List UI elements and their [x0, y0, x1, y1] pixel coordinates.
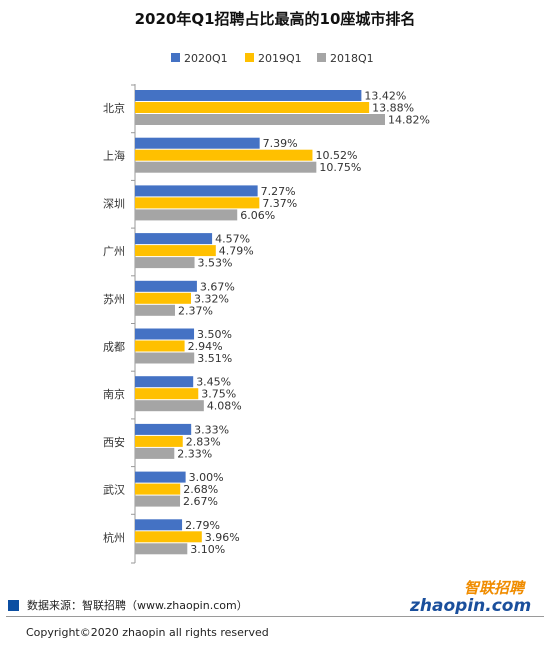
bar-2019Q1-北京	[135, 102, 370, 113]
bar-2020Q1-杭州	[135, 519, 183, 531]
legend-swatch-2018Q1	[317, 53, 326, 62]
footer-divider	[6, 616, 544, 617]
data-label-2019Q1-杭州: 3.96%	[205, 531, 240, 544]
bars: 13.42%13.88%14.82% 7.39% 10.52%10.75% 7.27%…	[135, 90, 430, 556]
data-label-2019Q1-北京: 13.88%	[372, 102, 414, 115]
bar-2019Q1-西安	[135, 435, 183, 447]
data-label-2018Q1-北京: 14.82%	[388, 114, 430, 127]
data-label-2018Q1-广州: 3.53%	[198, 257, 233, 270]
data-source-text: 数据来源：智联招聘（www.zhaopin.com）	[27, 599, 248, 612]
data-source: 数据来源：智联招聘（www.zhaopin.com）	[8, 597, 248, 613]
copyright-text: Copyright©2020 zhaopin all rights reserv…	[26, 626, 269, 639]
bar-2018Q1-北京	[135, 114, 385, 125]
bar-2018Q1-杭州	[135, 543, 188, 555]
logo-text-en: zhaopin.com	[409, 596, 531, 614]
legend: 2020Q1 2019Q1 2018Q1	[171, 52, 374, 65]
data-label-2020Q1-深圳: 7.27%	[261, 185, 296, 198]
bar-2019Q1-深圳	[135, 197, 260, 209]
bar-2020Q1-上海	[135, 137, 260, 149]
category-label-苏州: 苏州	[103, 293, 125, 306]
bar-2018Q1-苏州	[135, 304, 175, 316]
data-label-2020Q1-北京: 13.42%	[364, 90, 406, 103]
bar-2018Q1-西安	[135, 447, 175, 459]
legend-label-2018Q1: 2018Q1	[330, 52, 374, 65]
bar-2020Q1-成都	[135, 328, 195, 340]
data-label-2019Q1-苏州: 3.32%	[194, 292, 229, 305]
bar-2019Q1-苏州	[135, 292, 192, 304]
category-label-深圳: 深圳	[103, 197, 125, 210]
zhaopin-logo: 智联招聘 zhaopin.com	[408, 578, 536, 616]
data-label-2020Q1-杭州: 2.79%	[185, 519, 220, 532]
category-label-南京: 南京	[103, 387, 125, 401]
legend-label-2020Q1: 2020Q1	[184, 52, 228, 65]
data-label-2020Q1-苏州: 3.67%	[200, 280, 235, 293]
bar-2019Q1-南京	[135, 388, 199, 400]
category-label-西安: 西安	[103, 435, 125, 449]
data-label-2018Q1-苏州: 2.37%	[178, 304, 213, 317]
data-label-2020Q1-上海: 7.39%	[263, 137, 298, 150]
category-label-上海: 上海	[103, 149, 125, 163]
data-label-2019Q1-广州: 4.79%	[219, 245, 254, 258]
category-label-成都: 成都	[103, 341, 125, 354]
category-label-广州: 广州	[103, 245, 125, 258]
category-label-杭州: 杭州	[103, 530, 125, 544]
bar-2019Q1-武汉	[135, 483, 181, 495]
data-label-2018Q1-西安: 2.33%	[177, 447, 212, 460]
bar-2018Q1-武汉	[135, 495, 181, 507]
logo-text-cn: 智联招聘	[464, 579, 526, 597]
data-label-2019Q1-西安: 2.83%	[186, 435, 221, 448]
category-label-武汉: 武汉	[103, 484, 125, 497]
data-label-2019Q1-深圳: 7.37%	[262, 197, 297, 210]
data-label-2020Q1-南京: 3.45%	[196, 376, 231, 389]
data-label-2019Q1-武汉: 2.68%	[183, 483, 218, 496]
category-label-北京: 北京	[103, 101, 125, 115]
data-label-2019Q1-南京: 3.75%	[201, 388, 236, 401]
bar-2019Q1-杭州	[135, 531, 202, 543]
bar-2019Q1-广州	[135, 245, 216, 257]
bar-2018Q1-广州	[135, 257, 195, 269]
data-label-2018Q1-深圳: 6.06%	[240, 209, 275, 222]
source-square-icon	[8, 599, 19, 611]
legend-swatch-2020Q1	[171, 53, 180, 62]
bar-2019Q1-上海	[135, 149, 313, 161]
legend-swatch-2019Q1	[245, 53, 254, 62]
chart-title: 2020年Q1招聘占比最高的10座城市排名	[134, 10, 416, 28]
legend-label-2019Q1: 2019Q1	[258, 52, 302, 65]
data-label-2020Q1-武汉: 3.00%	[189, 471, 224, 484]
data-label-2018Q1-成都: 3.51%	[197, 352, 232, 365]
bar-2018Q1-深圳	[135, 209, 238, 221]
bar-2020Q1-苏州	[135, 280, 197, 292]
data-label-2020Q1-成都: 3.50%	[197, 328, 232, 341]
data-label-2020Q1-西安: 3.33%	[194, 423, 229, 436]
data-label-2019Q1-上海: 10.52%	[315, 149, 357, 162]
data-label-2018Q1-南京: 4.08%	[207, 400, 242, 413]
bar-2018Q1-南京	[135, 400, 204, 412]
bar-2020Q1-南京	[135, 376, 194, 388]
bar-chart: 2020Q1 2019Q1 2018Q1 北京上海深圳广州苏州成都南京西安武汉杭州 …	[103, 52, 430, 564]
bar-2020Q1-武汉	[135, 471, 186, 483]
data-label-2018Q1-杭州: 3.10%	[190, 543, 225, 556]
data-label-2020Q1-广州: 4.57%	[215, 233, 250, 246]
bar-2018Q1-成都	[135, 352, 195, 364]
bar-2018Q1-上海	[135, 161, 317, 173]
bar-2020Q1-深圳	[135, 185, 258, 197]
data-label-2018Q1-上海: 10.75%	[319, 161, 361, 174]
bar-2020Q1-西安	[135, 423, 192, 435]
bar-2019Q1-成都	[135, 340, 185, 352]
data-label-2019Q1-成都: 2.94%	[188, 340, 223, 353]
data-label-2018Q1-武汉: 2.67%	[183, 495, 218, 508]
bar-2020Q1-广州	[135, 233, 213, 245]
bar-2020Q1-北京	[135, 90, 362, 101]
